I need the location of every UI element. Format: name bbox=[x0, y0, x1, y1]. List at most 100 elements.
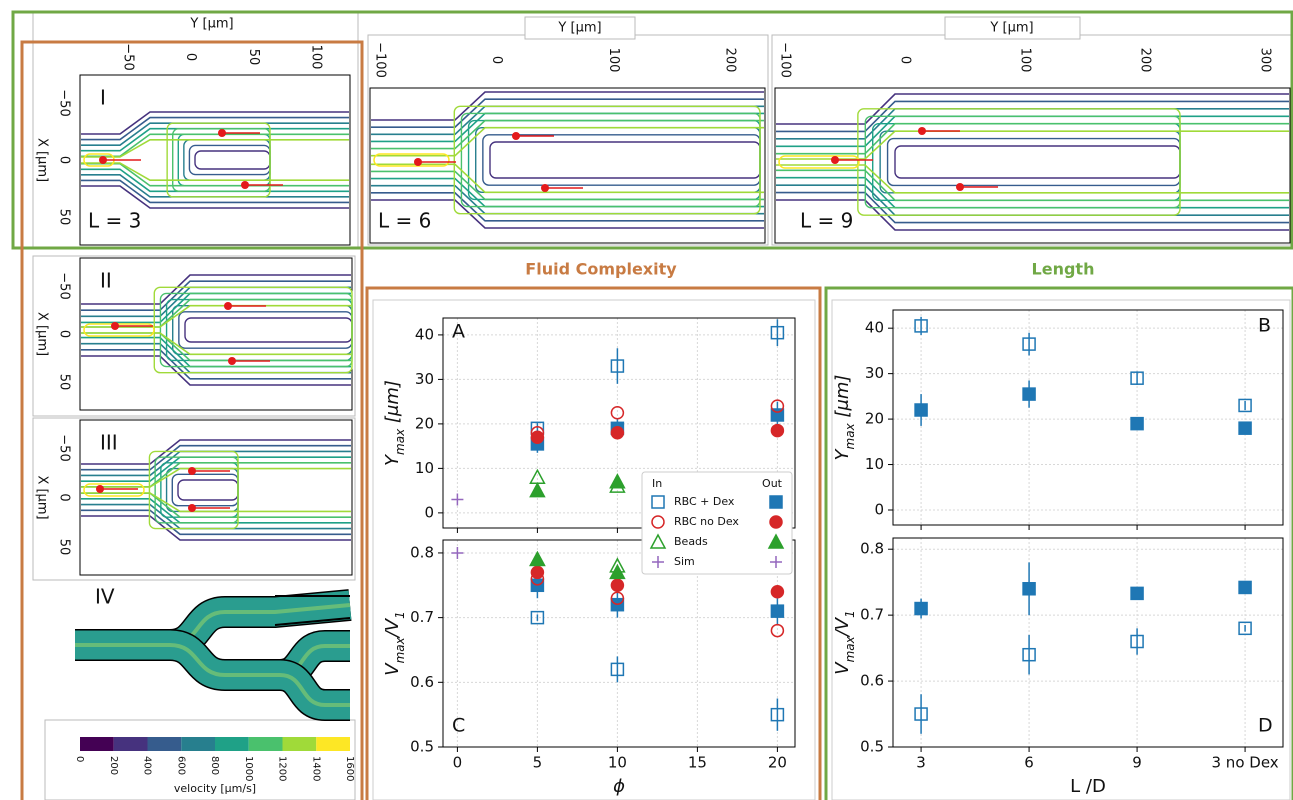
y-axis-title-part: 1 bbox=[843, 610, 857, 618]
marker bbox=[610, 359, 625, 373]
contour-line bbox=[81, 116, 349, 204]
colorbar-tick-label: 1000 bbox=[243, 756, 254, 781]
y-tick-label: 20 bbox=[865, 410, 884, 428]
contour-line bbox=[81, 111, 349, 209]
marker bbox=[914, 319, 928, 333]
contour-core bbox=[83, 323, 155, 337]
marker bbox=[1238, 621, 1252, 636]
y-axis-title: Ymax [μm] bbox=[382, 380, 407, 466]
contour-line bbox=[371, 119, 764, 201]
length-box bbox=[11, 10, 1293, 250]
marker bbox=[451, 546, 464, 559]
y-tick-label: 0 bbox=[898, 56, 913, 64]
chart: 0 10 20 30 40 Ymax [μm] A bbox=[382, 317, 796, 533]
marker bbox=[1238, 580, 1252, 595]
y-tick-label: 300 bbox=[1258, 48, 1273, 73]
length-label: L = 9 bbox=[800, 209, 853, 233]
y-tick-label: 200 bbox=[723, 48, 738, 73]
y-axis-title-part: [μm] bbox=[382, 380, 403, 429]
marker bbox=[609, 563, 626, 580]
contour-line bbox=[81, 274, 351, 386]
panel-letter: A bbox=[452, 321, 465, 343]
plot-area bbox=[893, 310, 1283, 525]
axes-frame bbox=[892, 309, 1284, 526]
legend-box bbox=[641, 471, 793, 575]
colorbar-segment bbox=[215, 737, 249, 751]
section-heading: Length bbox=[1032, 260, 1095, 279]
y-tick-label: 0.5 bbox=[860, 738, 884, 756]
x-tick-label: 0 bbox=[57, 156, 72, 164]
colorbar-label: velocity [μm/s] bbox=[174, 782, 256, 795]
marker bbox=[1022, 387, 1036, 401]
axis-title: Y [μm] bbox=[557, 21, 601, 36]
marker bbox=[1130, 416, 1144, 431]
panel-label: III bbox=[100, 431, 118, 455]
marker bbox=[769, 495, 783, 509]
legend-column: In bbox=[652, 477, 662, 490]
y-axis-title-part: V bbox=[382, 662, 403, 676]
x-tick-label: 50 bbox=[57, 209, 72, 226]
colorbar-tick-label: 1400 bbox=[310, 756, 321, 781]
marker bbox=[914, 601, 928, 616]
y-tick-label: 100 bbox=[606, 48, 621, 73]
marker bbox=[769, 515, 783, 529]
y-tick-label: 0 bbox=[183, 53, 198, 61]
marker bbox=[770, 423, 785, 438]
channel-outline bbox=[274, 595, 351, 626]
marker bbox=[914, 403, 928, 417]
marker bbox=[529, 482, 546, 498]
complexity-box bbox=[20, 40, 364, 800]
axis-title: Y [μm] bbox=[989, 21, 1033, 36]
contour-line bbox=[166, 122, 271, 198]
y-axis-title-part: max bbox=[843, 635, 857, 662]
axes-frame bbox=[442, 539, 796, 748]
particle bbox=[96, 485, 104, 493]
marker bbox=[914, 707, 928, 721]
chart: 0.5 0.6 0.7 0.8 0 5 10 15 20 Vmax/V1 ϕ C bbox=[382, 539, 796, 797]
y-tick-label: 0.6 bbox=[410, 673, 434, 691]
y-tick-label: 0.7 bbox=[410, 608, 434, 626]
legend-label: Beads bbox=[674, 535, 708, 548]
marker bbox=[770, 556, 782, 568]
y-axis-title-part: Y bbox=[832, 447, 853, 460]
marker bbox=[1022, 582, 1036, 596]
particle bbox=[224, 302, 232, 310]
y-axis-title: Ymax [μm] bbox=[832, 375, 857, 461]
x-tick-label: 0 bbox=[57, 330, 72, 338]
contour-line bbox=[371, 126, 764, 194]
y-tick-label: 10 bbox=[415, 459, 434, 477]
marker bbox=[770, 623, 785, 638]
y-axis-title: Vmax/V1 bbox=[832, 610, 857, 675]
particle bbox=[228, 357, 236, 365]
axis-title: X [μm] bbox=[35, 475, 50, 519]
colorbar-segment bbox=[80, 737, 114, 751]
marker bbox=[609, 473, 626, 489]
section-heading: Fluid Complexity bbox=[525, 260, 677, 279]
marker bbox=[1238, 398, 1252, 413]
colorbar-segment bbox=[282, 737, 317, 751]
chart: 0.5 0.6 0.7 0.8 3 6 9 3 no Dex Vmax/V1 L /D D bbox=[832, 537, 1284, 797]
legend: In Out RBC + Dex RBC no Dex Beads Sim bbox=[641, 471, 793, 575]
y-axis-title-part: /V bbox=[832, 616, 853, 638]
network-plot bbox=[75, 589, 352, 721]
colorbar-tick-label: 0 bbox=[74, 756, 85, 762]
marker bbox=[770, 399, 785, 413]
contour-core bbox=[778, 155, 860, 169]
contour-line bbox=[81, 280, 351, 380]
particle bbox=[241, 181, 249, 189]
marker bbox=[610, 591, 625, 605]
y-axis-title: Vmax/V1 bbox=[382, 611, 407, 676]
particle bbox=[99, 156, 107, 164]
length-label: L = 3 bbox=[88, 209, 141, 233]
x-tick-label: 0 bbox=[453, 754, 463, 772]
particle bbox=[188, 504, 196, 512]
y-axis-title-part: max bbox=[843, 422, 857, 449]
plot-area bbox=[893, 538, 1283, 747]
panel-label: IV bbox=[95, 585, 115, 609]
channel bbox=[279, 673, 350, 707]
contour-plot bbox=[774, 87, 1291, 244]
y-tick-label: 40 bbox=[865, 319, 884, 337]
colorbar-tick-label: 400 bbox=[142, 756, 153, 775]
marker bbox=[1238, 421, 1252, 435]
